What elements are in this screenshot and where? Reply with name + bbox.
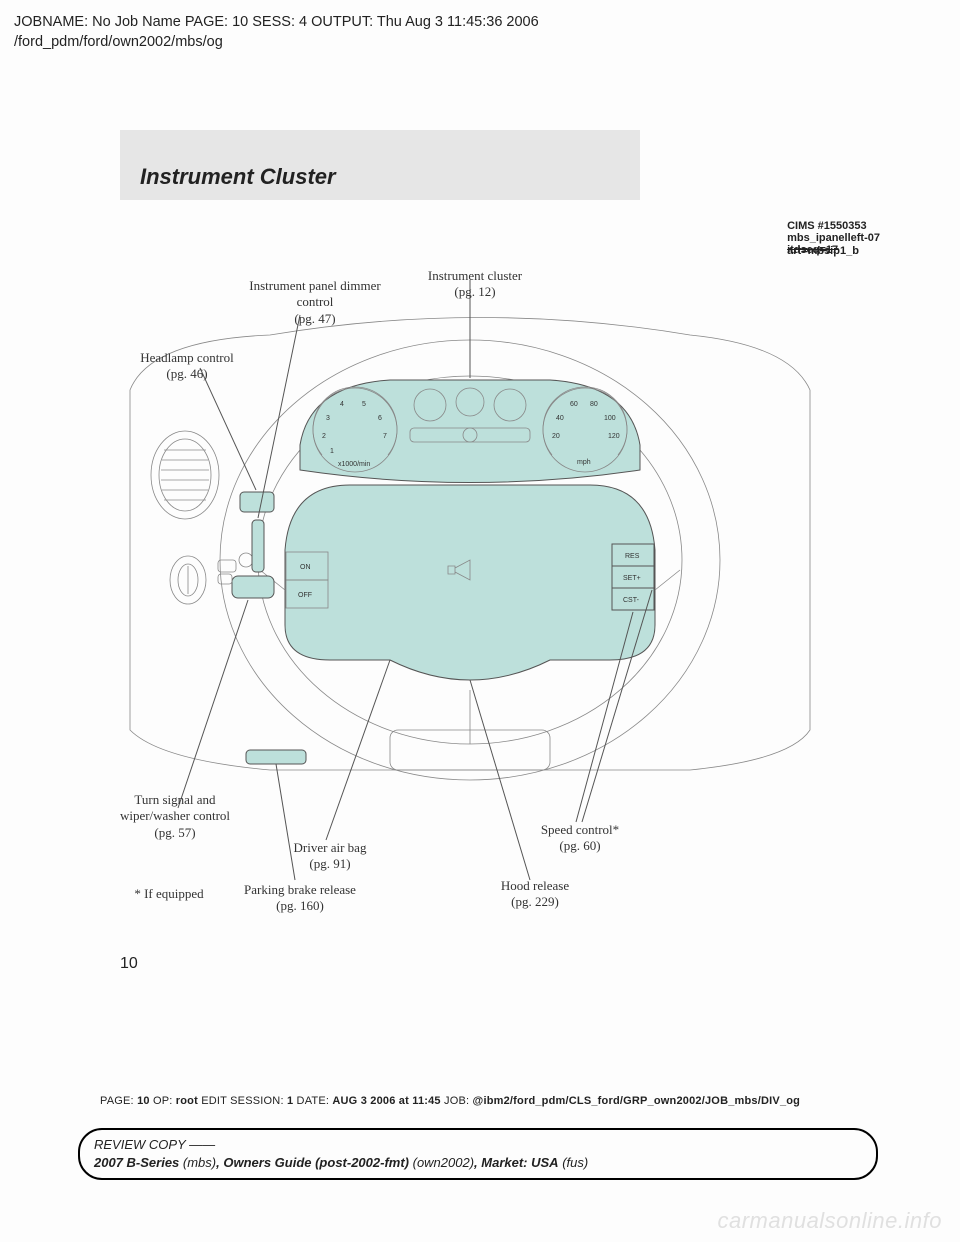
callout-parking: Parking brake release (pg. 160): [220, 882, 380, 915]
callout-cluster: Instrument cluster (pg. 12): [410, 268, 540, 301]
svg-text:100: 100: [604, 415, 616, 422]
cims-block: CIMS #1550353 mbs_ipanelleft-07 itdseq=1…: [787, 220, 880, 257]
page-number: 10: [120, 955, 138, 973]
review-l2: 2007 B-Series (mbs), Owners Guide (post-…: [94, 1154, 862, 1172]
parking-brake-highlight: [246, 750, 306, 764]
callout-equipped: * If equipped: [124, 886, 214, 902]
watermark: carmanualsonline.info: [717, 1208, 942, 1234]
section-header: Instrument Cluster: [120, 130, 640, 200]
callout-airbag: Driver air bag (pg. 91): [270, 840, 390, 873]
airbag-highlight: [285, 485, 655, 680]
cims-l4: art=mbsip1_b: [787, 245, 880, 257]
cruise-right-highlight: RES SET+ CST-: [612, 544, 654, 610]
turn-signal-highlight: [218, 553, 274, 598]
callout-speed: Speed control* (pg. 60): [520, 822, 640, 855]
cims-l1: CIMS #1550353: [787, 220, 880, 232]
review-box: REVIEW COPY —— 2007 B-Series (mbs), Owne…: [78, 1128, 878, 1180]
svg-text:120: 120: [608, 433, 620, 440]
svg-text:x1000/min: x1000/min: [338, 461, 370, 468]
svg-text:6: 6: [378, 415, 382, 422]
svg-text:5: 5: [362, 401, 366, 408]
footer-line: PAGE: 10 OP: root EDIT SESSION: 1 DATE: …: [100, 1095, 800, 1107]
callout-dimmer: Instrument panel dimmer control (pg. 47): [230, 278, 400, 327]
review-l1: REVIEW COPY ——: [94, 1136, 862, 1154]
svg-text:OFF: OFF: [298, 592, 312, 599]
headlamp-highlight: [240, 492, 274, 512]
svg-text:60: 60: [570, 401, 578, 408]
svg-text:40: 40: [556, 415, 564, 422]
svg-text:ON: ON: [300, 564, 311, 571]
page-body: Instrument Cluster: [120, 130, 840, 200]
cims-l2: mbs_ipanelleft-07: [787, 232, 880, 244]
svg-text:SET+: SET+: [623, 575, 641, 582]
callout-turn: Turn signal and wiper/washer control (pg…: [100, 792, 250, 841]
vent-icon: [151, 431, 219, 519]
instrument-cluster-highlight: 1 2 3 4 5 6 7 x1000/min 20 40 60 80 100 …: [300, 380, 640, 483]
svg-text:mph: mph: [577, 459, 591, 466]
svg-text:1: 1: [330, 448, 334, 455]
section-title: Instrument Cluster: [140, 164, 620, 190]
svg-text:4: 4: [340, 401, 344, 408]
ignition-icon: [170, 556, 206, 604]
job-line2: /ford_pdm/ford/own2002/mbs/og: [14, 32, 539, 52]
job-header: JOBNAME: No Job Name PAGE: 10 SESS: 4 OU…: [14, 12, 539, 53]
diagram: 1 2 3 4 5 6 7 x1000/min 20 40 60 80 100 …: [90, 260, 870, 940]
dimmer-highlight: [252, 520, 264, 572]
svg-text:7: 7: [383, 433, 387, 440]
callout-headlamp: Headlamp control (pg. 46): [122, 350, 252, 383]
svg-text:80: 80: [590, 401, 598, 408]
svg-text:RES: RES: [625, 553, 640, 560]
job-line1: JOBNAME: No Job Name PAGE: 10 SESS: 4 OU…: [14, 12, 539, 32]
svg-text:20: 20: [552, 433, 560, 440]
svg-text:3: 3: [326, 415, 330, 422]
callout-hood: Hood release (pg. 229): [480, 878, 590, 911]
svg-text:2: 2: [322, 433, 326, 440]
svg-text:CST-: CST-: [623, 597, 640, 604]
